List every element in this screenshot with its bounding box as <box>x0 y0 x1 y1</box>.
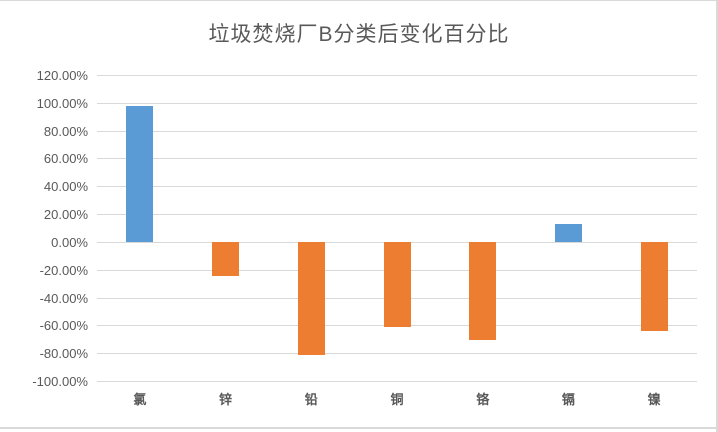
bar-锌 <box>212 242 240 276</box>
y-axis-tick-label: -20.00% <box>39 262 88 278</box>
y-axis-tick-label: -100.00% <box>32 374 88 389</box>
gridline <box>97 130 697 132</box>
gridline <box>97 214 697 216</box>
x-axis-category-label: 锌 <box>219 392 233 407</box>
x-axis-category-label: 镉 <box>561 392 575 407</box>
y-axis-tick-label: 100.00% <box>36 95 88 111</box>
right-border <box>716 0 718 432</box>
chart-title: 垃圾焚烧厂B分类后变化百分比 <box>208 23 510 46</box>
x-axis-category-label: 氯 <box>133 392 147 407</box>
gridline <box>97 158 697 160</box>
bar-铅 <box>297 242 325 356</box>
y-axis-tick-label: 80.00% <box>43 123 88 139</box>
y-axis-tick-label: -40.00% <box>39 290 88 306</box>
bar-镍 <box>640 242 668 332</box>
x-axis-category-label: 镍 <box>647 392 661 407</box>
y-axis-tick-label: 20.00% <box>43 207 88 223</box>
y-axis-tick-label: -80.00% <box>39 346 88 362</box>
y-axis-tick-label: 120.00% <box>36 68 88 83</box>
bar-镉 <box>554 224 582 243</box>
bar-氯 <box>126 106 154 243</box>
gridline <box>97 353 697 355</box>
bottom-border <box>0 427 718 429</box>
y-axis-tick-label: 0.00% <box>51 234 88 250</box>
x-axis-category-label: 铬 <box>476 392 490 407</box>
gridline <box>97 75 697 76</box>
gridline <box>97 186 697 188</box>
x-axis-category-label: 铜 <box>390 392 404 407</box>
x-axis-category-label: 铅 <box>304 392 318 407</box>
gridline <box>97 381 697 382</box>
y-axis-tick-label: -60.00% <box>39 318 88 334</box>
gridline <box>97 102 697 104</box>
y-axis-tick-label: 60.00% <box>43 151 88 167</box>
bar-铜 <box>383 242 411 328</box>
top-border <box>0 0 718 1</box>
y-axis-tick-label: 40.00% <box>43 179 88 195</box>
bar-铬 <box>469 242 497 340</box>
